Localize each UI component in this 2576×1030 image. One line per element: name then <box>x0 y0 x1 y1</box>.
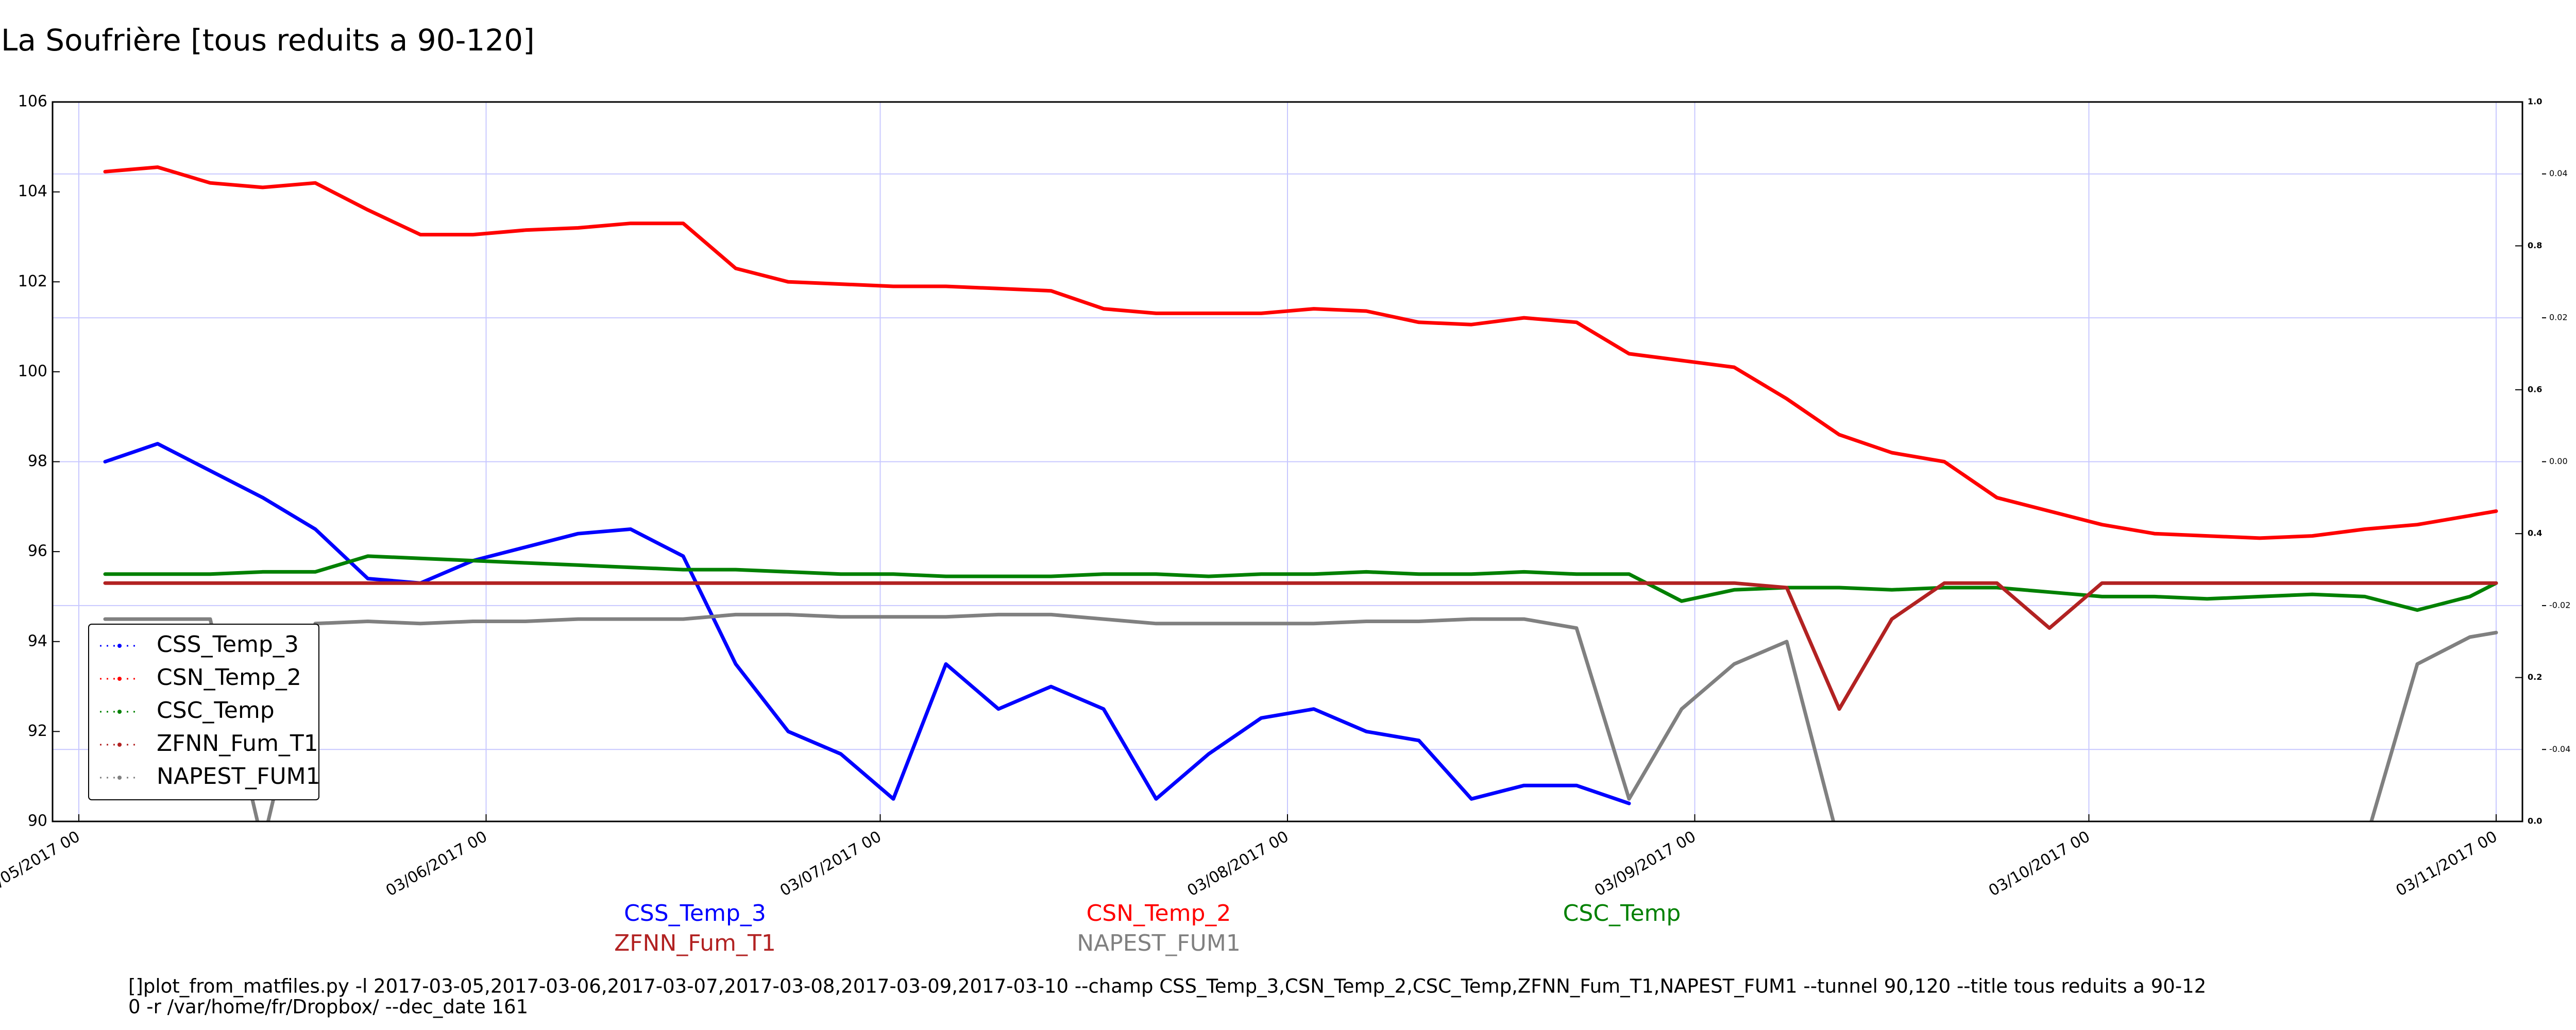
command-line: 0 -r /var/home/fr/Dropbox/ --dec_date 16… <box>128 996 528 1018</box>
legend-marker <box>117 677 122 681</box>
y-tick-label: 90 <box>28 812 47 830</box>
y-tick-label: 94 <box>28 632 47 650</box>
y2-tick-label: 0.2 <box>2528 672 2542 682</box>
y2-tick-label: 0.4 <box>2528 528 2542 538</box>
series-name-label: CSN_Temp_2 <box>1087 900 1231 926</box>
x-tick-label: 03/07/2017 00 <box>777 828 885 900</box>
y3-tick-label: 0.04 <box>2549 168 2568 178</box>
legend-marker <box>117 710 122 714</box>
y-tick-label: 102 <box>18 272 47 290</box>
x-tick-label: 03/08/2017 00 <box>1184 828 1292 900</box>
series-name-label: CSC_Temp <box>1563 900 1681 926</box>
series-line <box>103 612 2498 821</box>
y-tick-label: 98 <box>28 452 47 470</box>
series-line <box>103 165 2498 540</box>
y2-tick-label: 1.0 <box>2528 97 2542 107</box>
x-tick-label: 03/06/2017 00 <box>383 828 490 900</box>
x-tick-label: 03/09/2017 00 <box>1591 828 1699 900</box>
legend-label: CSN_Temp_2 <box>157 664 301 691</box>
series-line <box>103 554 2498 612</box>
y-tick-label: 100 <box>18 362 47 380</box>
y-tick-label: 104 <box>18 182 47 200</box>
series-line <box>103 581 2498 711</box>
y3-tick-label: -0.02 <box>2549 600 2570 610</box>
legend-label: CSC_Temp <box>157 697 275 724</box>
legend-label: NAPEST_FUM1 <box>157 763 320 789</box>
y3-tick-label: -0.04 <box>2549 744 2570 754</box>
legend-marker <box>117 776 122 780</box>
y-tick-label: 106 <box>18 93 47 111</box>
x-tick-label: 03/10/2017 00 <box>1986 828 2093 900</box>
legend-label: ZFNN_Fum_T1 <box>157 730 318 757</box>
y-tick-label: 96 <box>28 542 47 560</box>
x-tick-label: 03/05/2017 00 <box>0 828 83 900</box>
legend-marker <box>117 743 122 747</box>
y-tick-label: 92 <box>28 722 47 740</box>
series-line <box>103 442 1631 805</box>
legend-box <box>88 624 319 800</box>
legend-label: CSS_Temp_3 <box>157 631 299 658</box>
series-name-label: CSS_Temp_3 <box>624 900 766 926</box>
x-tick-label: 03/11/2017 00 <box>2393 828 2501 900</box>
legend-marker <box>117 644 122 648</box>
y2-tick-label: 0.6 <box>2528 384 2542 394</box>
series-name-label: ZFNN_Fum_T1 <box>614 930 776 956</box>
chart-title: La Soufrière [tous reduits a 90-120] <box>1 23 535 58</box>
series-name-label: NAPEST_FUM1 <box>1077 930 1241 956</box>
y2-tick-label: 0.0 <box>2528 816 2542 826</box>
legend: CSS_Temp_3 CSN_Temp_2 CSC_Temp ZFNN_Fum_T1 N… <box>88 624 320 800</box>
y3-tick-label: 0.00 <box>2549 456 2568 466</box>
y2-tick-label: 0.8 <box>2528 241 2542 250</box>
command-line: []plot_from_matfiles.py -l 2017-03-05,20… <box>128 975 2206 998</box>
y3-tick-label: 0.02 <box>2549 313 2568 322</box>
plot-area <box>103 165 2498 821</box>
